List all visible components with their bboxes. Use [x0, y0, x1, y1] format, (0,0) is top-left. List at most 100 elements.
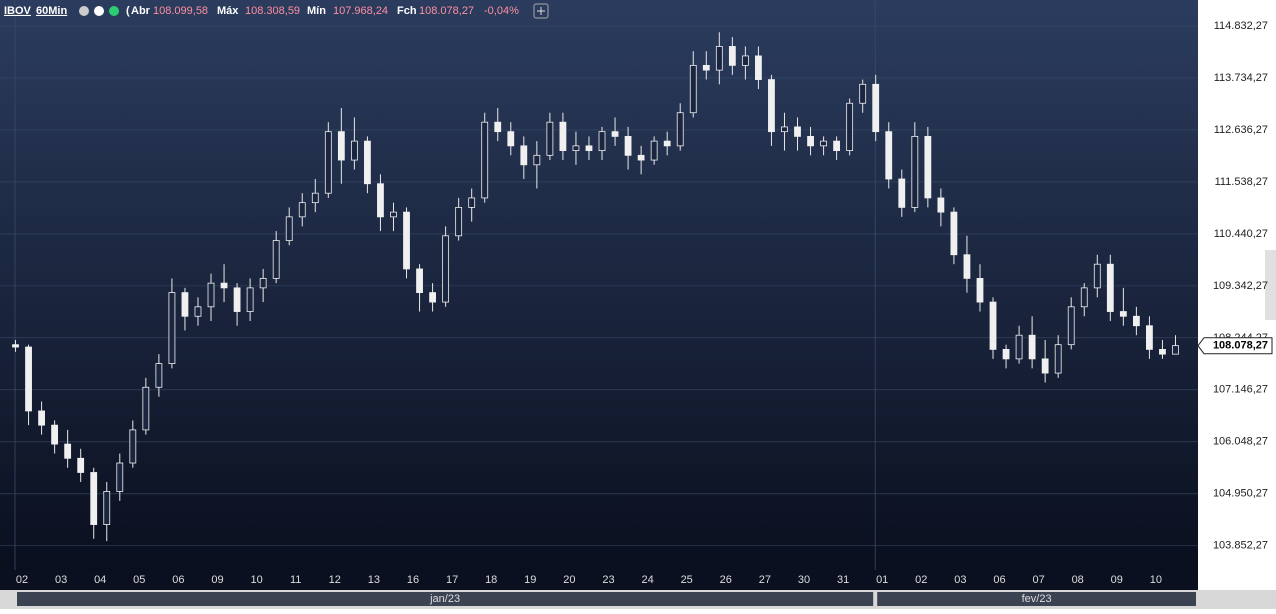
x-tick-label: 12	[329, 574, 341, 586]
x-tick-label: 02	[915, 574, 927, 586]
x-tick-label: 11	[290, 574, 301, 586]
icon[interactable]	[79, 6, 89, 16]
candle-body	[728, 46, 736, 66]
add-icon	[537, 7, 545, 15]
candle-body	[103, 491, 111, 525]
candle-body	[559, 121, 567, 151]
candle-body	[494, 121, 502, 133]
y-tick-label: 103.852,27	[1213, 540, 1268, 552]
candle-body	[377, 183, 384, 218]
side-handle[interactable]	[1265, 250, 1276, 320]
y-tick-label: 104.950,27	[1213, 488, 1268, 500]
candle-body	[1002, 349, 1010, 360]
x-tick-label: 23	[602, 574, 614, 586]
candle-body	[116, 462, 124, 492]
candle-body	[1119, 311, 1127, 317]
candle-body	[90, 472, 98, 525]
candle-body	[885, 131, 893, 180]
candle-body	[77, 457, 85, 473]
x-tick-label: 27	[759, 574, 771, 586]
candle-body	[350, 140, 358, 161]
y-tick-label: 111.538,27	[1215, 176, 1268, 188]
paren: (	[126, 5, 130, 17]
candle-body	[1041, 358, 1049, 374]
candle-body	[820, 140, 827, 147]
x-tick-label: 17	[446, 574, 458, 586]
month-bar	[17, 592, 874, 606]
candle-body	[468, 197, 476, 208]
change: -0,04%	[484, 5, 519, 17]
candle-body	[168, 292, 176, 365]
candle-body	[1080, 287, 1088, 308]
candle-body	[572, 145, 580, 151]
header: IBOV 60Min ( Abr 108.099,58 Máx 108.308,…	[4, 3, 549, 19]
candle-body	[663, 140, 671, 147]
price-badge-shape	[1197, 337, 1273, 355]
candle-body	[846, 102, 854, 151]
interval[interactable]: 60Min	[36, 5, 67, 17]
candle-body	[25, 346, 32, 412]
x-tick-label: 09	[1111, 574, 1123, 586]
candle-body	[585, 145, 593, 151]
candle-body	[898, 178, 906, 208]
candle-body	[324, 131, 332, 194]
candle-body	[676, 112, 684, 147]
candle-body	[246, 287, 254, 312]
candle-body	[181, 292, 189, 317]
symbol[interactable]: IBOV	[4, 5, 32, 17]
candle-body	[298, 202, 306, 218]
candle-body	[311, 192, 319, 204]
y-tick-label: 106.048,27	[1213, 436, 1268, 448]
x-tick-label: 08	[1072, 574, 1084, 586]
x-tick-label: 10	[1150, 574, 1162, 586]
x-tick-label: 18	[485, 574, 497, 586]
x-tick-label: 26	[720, 574, 732, 586]
candle-body	[51, 424, 59, 445]
candle-body	[611, 131, 619, 137]
x-tick-label: 24	[641, 574, 653, 586]
candle-body	[546, 121, 554, 156]
price-badge: 108.078,27	[1197, 337, 1273, 355]
candle-body	[1067, 306, 1075, 346]
candle-body	[142, 386, 150, 431]
x-tick-label: 09	[211, 574, 223, 586]
candle-body	[755, 55, 762, 80]
x-tick-label: 03	[55, 574, 67, 586]
y-tick-label: 113.734,27	[1214, 72, 1268, 84]
plot-background	[0, 0, 1198, 570]
candle-body	[272, 240, 280, 279]
open-value: 108.099,58	[153, 5, 208, 17]
icon[interactable]	[109, 6, 119, 16]
candle-body	[364, 140, 371, 185]
candle-body	[872, 83, 880, 133]
candle-body	[129, 429, 137, 464]
candle-body	[715, 46, 723, 71]
candle-body	[689, 64, 697, 114]
candle-body	[702, 64, 710, 71]
candle-body	[1093, 263, 1101, 289]
candle-body	[1146, 325, 1153, 350]
candle-body	[38, 410, 45, 426]
price-badge-label: 108.078,27	[1213, 340, 1268, 352]
candle-body	[194, 306, 202, 317]
candle-body	[950, 211, 958, 256]
candle-body	[520, 145, 528, 166]
candle-body	[989, 301, 997, 350]
candle-body	[442, 235, 450, 303]
x-axis-background	[0, 570, 1198, 590]
close-label: Fch	[397, 5, 417, 17]
add-button[interactable]	[533, 3, 549, 19]
candle-body	[637, 154, 645, 161]
candle-body	[1028, 334, 1036, 360]
y-tick-label: 109.342,27	[1213, 280, 1268, 292]
candle-body	[416, 268, 423, 294]
candle-body	[741, 55, 749, 66]
icon[interactable]	[94, 6, 104, 16]
candle-body	[937, 197, 945, 213]
x-tick-label: 07	[1032, 574, 1044, 586]
candle-body	[285, 216, 293, 241]
candle-body	[833, 140, 841, 151]
candle-body	[455, 206, 463, 237]
low-label: Mín	[307, 5, 326, 17]
